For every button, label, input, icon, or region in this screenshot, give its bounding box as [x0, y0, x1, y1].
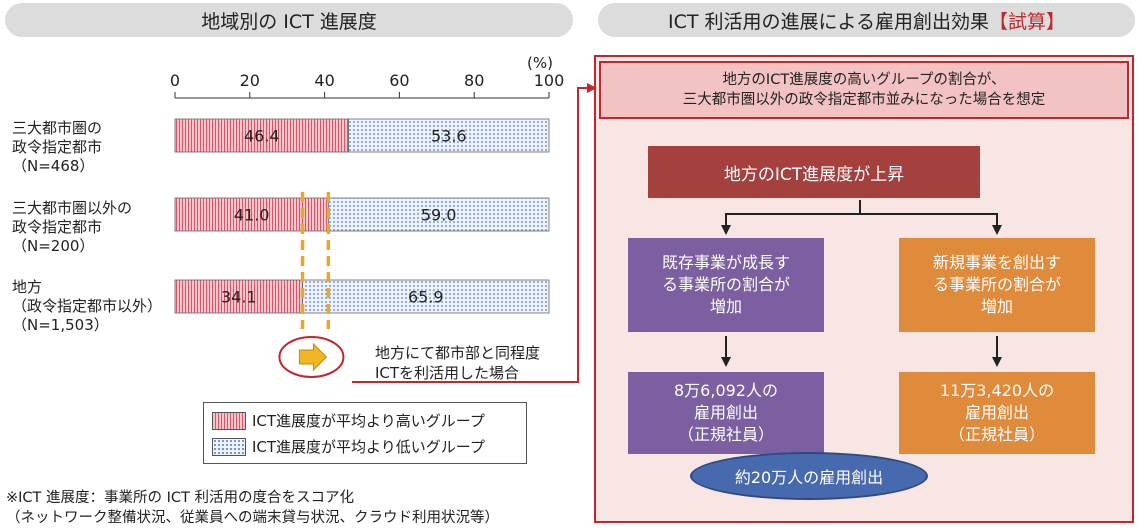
bar-0-2 [174, 279, 303, 314]
ict-rise-box: 地方のICT進展度が上昇 [648, 146, 980, 198]
row-label-2-line-1: （政令指定都市以外） [12, 297, 163, 315]
scenario-note-line-0: 地方にて都市部と同程度 [375, 344, 541, 362]
row-label-1-line-2: （N=200） [12, 237, 95, 255]
bar-label-0-0: 46.4 [244, 127, 280, 146]
bar-label-0-2: 34.1 [221, 288, 257, 307]
existing-employment-line-2: （正規社員） [677, 425, 774, 444]
right-header-tag: 【試算】 [988, 10, 1065, 33]
new-business-line-0: 新規事業を創出す [932, 253, 1061, 272]
x-tick-label-4: 80 [464, 71, 484, 90]
existing-employment-line-0: 8万6,092人の [674, 381, 778, 400]
legend-item-high: ICT進展度が平均より高いグループ [212, 410, 485, 431]
row-label-1: 三大都市圏以外の 政令指定都市 （N=200） [12, 199, 132, 256]
new-employment-line-0: 11万3,420人の [939, 381, 1055, 400]
row-label-0: 三大都市圏の 政令指定都市 （N=468） [12, 119, 102, 176]
stacked-bar-chart: (%) 0 20 40 60 80 100 46.4 53.6 41.0 59.0 34.1 65.9 [170, 54, 565, 378]
legend-label-high: ICT進展度が平均より高いグループ [252, 412, 485, 430]
legend-label-low: ICT進展度が平均より低いグループ [252, 438, 485, 456]
bar-1-1 [327, 197, 550, 232]
row-label-2-line-2: （N=1,503） [12, 316, 109, 334]
legend-item-low: ICT進展度が平均より低いグループ [212, 436, 485, 457]
new-business-line-2: 増加 [980, 297, 1013, 316]
existing-employment-line-1: 雇用創出 [693, 403, 758, 422]
bar-label-1-0: 53.6 [431, 127, 467, 146]
legend-swatch-high [212, 411, 246, 430]
existing-business-line-0: 既存事業が成長す [661, 253, 790, 272]
chart-legend: ICT進展度が平均より高いグループ ICT進展度が平均より低いグループ [203, 402, 527, 464]
bar-0-0 [174, 118, 349, 153]
x-tick-label-3: 60 [389, 71, 409, 90]
row-label-0-line-0: 三大都市圏の [12, 119, 103, 137]
new-employment-line-1: 雇用創出 [964, 403, 1029, 422]
existing-business-line-2: 増加 [709, 297, 742, 316]
right-header: ICT 利活用の進展による雇用創出効果 【試算】 [598, 3, 1135, 37]
row-label-0-line-1: 政令指定都市 [12, 138, 103, 156]
left-header: 地域別の ICT 進展度 [5, 3, 573, 37]
total-employment-text: 約20万人の雇用創出 [734, 468, 884, 487]
bar-label-0-1: 41.0 [234, 206, 270, 225]
row-label-1-line-1: 政令指定都市 [12, 218, 103, 236]
new-business-line-1: る事業所の割合が [932, 275, 1061, 294]
x-tick-label-1: 20 [240, 71, 260, 90]
assumption-line-1: 三大都市圏以外の政令指定都市並みになった場合を想定 [682, 92, 1046, 108]
footnote-line-0: ※ICT 進展度：事業所の ICT 利活用の度合をスコア化 [6, 490, 354, 506]
existing-business-box: 既存事業が成長す る事業所の割合が 増加 [628, 238, 824, 332]
total-employment-ellipse: 約20万人の雇用創出 [690, 452, 928, 500]
bar-label-1-2: 65.9 [408, 288, 444, 307]
scenario-note: 地方にて都市部と同程度 ICTを利活用した場合 [375, 343, 540, 383]
scenario-link-arrow [352, 83, 597, 383]
ict-rise-text: 地方のICT進展度が上昇 [723, 164, 905, 185]
bar-1-2 [302, 279, 550, 314]
existing-employment-box: 8万6,092人の 雇用創出 （正規社員） [628, 372, 824, 454]
x-tick-label-2: 40 [314, 71, 334, 90]
bar-1-0 [348, 118, 550, 153]
assumption-line-0: 地方のICT進展度の高いグループの割合が、 [722, 72, 1006, 88]
scenario-arrow-icon [298, 342, 328, 372]
x-tick-label-5: 100 [534, 71, 565, 90]
x-tick-label-0: 0 [170, 71, 180, 90]
existing-business-line-1: る事業所の割合が [661, 275, 790, 294]
legend-swatch-low [212, 437, 246, 456]
new-business-box: 新規事業を創出す る事業所の割合が 増加 [899, 238, 1095, 332]
left-header-text: 地域別の ICT 進展度 [201, 10, 377, 33]
scenario-note-line-1: ICTを利活用した場合 [375, 364, 520, 382]
new-employment-box: 11万3,420人の 雇用創出 （正規社員） [899, 372, 1095, 454]
right-header-text: ICT 利活用の進展による雇用創出効果 [668, 10, 989, 33]
footnote-line-1: （ネットワーク整備状況、従業員への端末貸与状況、クラウド利用状況等） [6, 510, 499, 526]
split-connector [725, 200, 998, 228]
axis-unit-label: (%) [527, 54, 553, 72]
assumption-box: 地方のICT進展度の高いグループの割合が、 三大都市圏以外の政令指定都市並みにな… [599, 61, 1129, 119]
row-label-2-line-0: 地方 [12, 278, 43, 296]
bar-label-1-1: 59.0 [421, 206, 457, 225]
row-label-0-line-2: （N=468） [12, 157, 95, 175]
new-employment-line-2: （正規社員） [948, 425, 1045, 444]
row-label-1-line-0: 三大都市圏以外の [12, 199, 133, 217]
row-label-2: 地方 （政令指定都市以外） （N=1,503） [12, 278, 162, 335]
